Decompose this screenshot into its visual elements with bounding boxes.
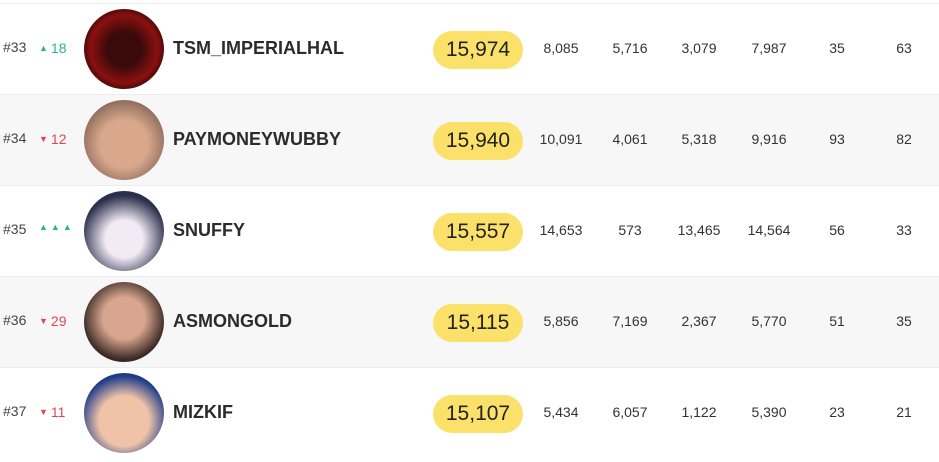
rank: #33: [3, 39, 27, 55]
leaderboard-row: #37 ▼ 11 MIZKIF 15,107 5,434 6,057 1,122 5,390 23…: [0, 367, 939, 458]
stat-cell: 7,987: [751, 40, 787, 56]
stat-cell: 6,057: [612, 404, 648, 420]
rank-change: ▼ 12: [39, 131, 67, 147]
stat-cell: 5,856: [543, 313, 579, 329]
player-name[interactable]: PAYMONEYWUBBY: [173, 129, 342, 149]
rank-change: ▲ ▲ ▲: [39, 222, 72, 232]
stat-cell: 82: [896, 131, 912, 147]
stat-cell: 2,367: [681, 313, 717, 329]
stat-cell: 14,653: [539, 222, 583, 238]
stat-cell: 35: [896, 313, 912, 329]
rank-change: ▼ 11: [39, 404, 65, 420]
avatar[interactable]: [84, 282, 164, 362]
rank-change: ▼ 29: [39, 313, 67, 329]
stat-cell: 33: [896, 222, 912, 238]
avatar[interactable]: [84, 191, 164, 271]
score-pill: 15,940: [433, 122, 523, 160]
leaderboard-row: #35 ▲ ▲ ▲ SNUFFY 15,557 14,653 573 13,465 14,564 5…: [0, 185, 939, 276]
stat-cell: 5,716: [612, 40, 648, 56]
stat-cell: 51: [829, 313, 845, 329]
change-value: 29: [50, 313, 67, 329]
rank: #35: [3, 221, 27, 237]
avatar[interactable]: [84, 373, 164, 453]
score-pill: 15,974: [433, 31, 523, 69]
stat-cell: 1,122: [681, 404, 717, 420]
stat-cell: 7,169: [612, 313, 648, 329]
trend-arrow: ▼: [39, 316, 48, 326]
avatar[interactable]: [84, 100, 164, 180]
player-name[interactable]: ASMONGOLD: [173, 311, 292, 331]
avatar[interactable]: [84, 9, 164, 89]
stat-cell: 5,318: [681, 131, 717, 147]
trend-arrow: ▼: [39, 407, 48, 417]
trend-arrow: ▲: [39, 222, 48, 232]
score-pill: 15,557: [433, 213, 523, 251]
stat-cell: 56: [829, 222, 845, 238]
player-name[interactable]: TSM_IMPERIALHAL: [173, 38, 344, 58]
stat-cell: 3,079: [681, 40, 717, 56]
score-pill: 15,115: [433, 304, 523, 342]
change-value: 11: [50, 404, 66, 420]
trend-arrow: ▲: [50, 222, 60, 232]
stat-cell: 9,916: [751, 131, 787, 147]
stat-cell: 5,390: [751, 404, 787, 420]
stat-cell: 35: [829, 40, 845, 56]
stat-cell: 21: [896, 404, 912, 420]
rank: #37: [3, 403, 27, 419]
player-name[interactable]: MIZKIF: [173, 402, 233, 422]
player-name[interactable]: SNUFFY: [173, 220, 245, 240]
stat-cell: 4,061: [612, 131, 648, 147]
rank-change: ▲ 18: [39, 40, 67, 56]
stat-cell: 63: [896, 40, 912, 56]
stat-cell: 5,770: [751, 313, 787, 329]
change-value: 18: [50, 40, 67, 56]
stat-cell: 13,465: [677, 222, 721, 238]
trend-arrow: ▲: [39, 43, 48, 53]
trend-arrow: ▼: [39, 134, 48, 144]
stat-cell: 573: [618, 222, 642, 238]
score-pill: 15,107: [433, 395, 523, 433]
stat-cell: 23: [829, 404, 845, 420]
stat-cell: 93: [829, 131, 845, 147]
trend-arrow: ▲: [62, 222, 72, 232]
change-value: 12: [50, 131, 67, 147]
stat-cell: 14,564: [747, 222, 791, 238]
stat-cell: 10,091: [539, 131, 583, 147]
leaderboard-row: #36 ▼ 29 ASMONGOLD 15,115 5,856 7,169 2,367 5,77…: [0, 276, 939, 367]
stat-cell: 8,085: [543, 40, 579, 56]
stat-cell: 5,434: [543, 404, 579, 420]
leaderboard-row: #33 ▲ 18 TSM_IMPERIALHAL 15,974 8,085 5,716 3,0…: [0, 3, 939, 94]
rank: #34: [3, 130, 27, 146]
rank: #36: [3, 312, 27, 328]
leaderboard-row: #34 ▼ 12 PAYMONEYWUBBY 15,940 10,091 4,061 5,31…: [0, 94, 939, 185]
